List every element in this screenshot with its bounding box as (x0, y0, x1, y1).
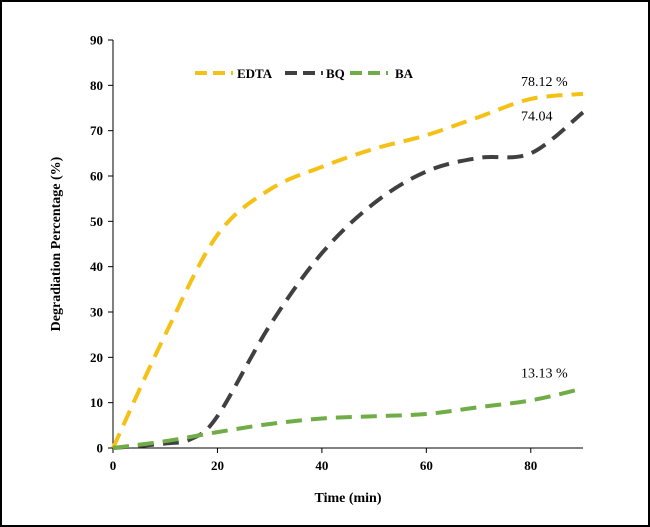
y-tick-label: 40 (90, 259, 103, 274)
annotations: 78.12 % 74.04 13.13 % (521, 75, 568, 382)
series-line-edta (111, 91, 584, 449)
series-lines (111, 91, 585, 450)
y-axis-ticks: 0 10 20 30 40 50 60 70 80 90 (90, 33, 113, 456)
x-tick-label: 0 (110, 458, 117, 473)
legend-label-ba: BA (395, 66, 414, 81)
y-tick-label: 10 (90, 395, 103, 410)
x-axis-title: Time (min) (314, 491, 381, 506)
y-tick-label: 70 (90, 123, 103, 138)
y-tick-label: 20 (90, 350, 103, 365)
annotation-ba: 13.13 % (521, 366, 568, 381)
series-line-bq (112, 110, 585, 450)
legend: EDTA BQ BA (195, 66, 414, 81)
legend-label-bq: BQ (326, 66, 345, 81)
y-axis-title: Degradiation Percentage (%) (49, 156, 64, 331)
annotation-edta: 78.12 % (521, 75, 568, 90)
y-tick-label: 50 (90, 214, 103, 229)
y-tick-label: 60 (90, 169, 103, 184)
y-tick-label: 0 (97, 441, 104, 456)
x-tick-label: 20 (211, 458, 224, 473)
annotation-bq: 74.04 (521, 109, 553, 124)
x-tick-label: 40 (315, 458, 328, 473)
x-tick-label: 80 (524, 458, 537, 473)
y-tick-label: 80 (90, 78, 103, 93)
y-tick-label: 30 (90, 305, 103, 320)
x-tick-label: 60 (420, 458, 433, 473)
series-line-ba (112, 386, 584, 450)
x-axis-ticks: 0 20 40 60 80 (110, 448, 537, 473)
y-tick-label: 90 (90, 33, 103, 48)
legend-label-edta: EDTA (237, 66, 273, 81)
